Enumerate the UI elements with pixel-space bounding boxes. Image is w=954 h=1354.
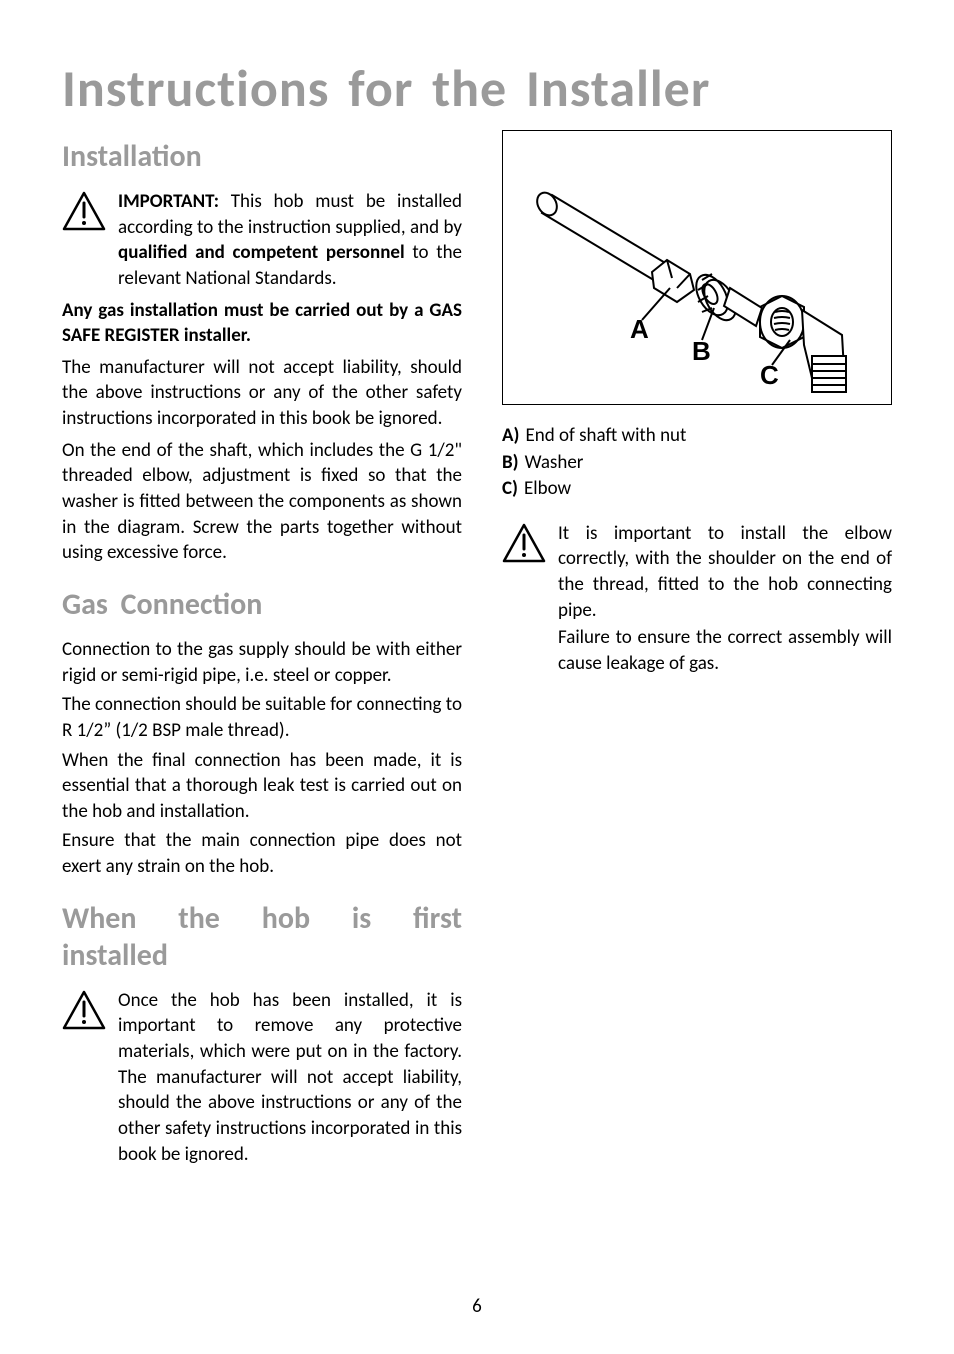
svg-text:B: B [692,336,711,366]
warning-icon [62,191,106,231]
when-installed-heading: When the hob is first installed [62,900,462,974]
gas-p4: Ensure that the main connection pipe doe… [62,828,462,879]
page-title: Instructions for the Installer [62,56,892,120]
gas-p3: When the final connection has been made,… [62,748,462,825]
warning-icon [62,990,106,1030]
legend-text-a: End of shaft with nut [525,423,686,450]
page-number: 6 [472,1295,482,1318]
left-column: Installation IMPORTANT: This hob must be… [62,130,462,1173]
svg-text:A: A [630,314,649,344]
gas-p1: Connection to the gas supply should be w… [62,637,462,688]
legend-row-a: A) End of shaft with nut [502,423,892,450]
installation-p1: The manufacturer will not accept liabili… [62,355,462,432]
warning-icon [502,523,546,563]
diagram-box: A B C [502,130,892,405]
right-column: A B C A) End of shaft with nut B) Washer… [502,130,892,1173]
installation-p2: On the end of the shaft, which includes … [62,438,462,566]
when-installed-block: Once the hob has been installed, it is i… [62,988,462,1167]
important-block: IMPORTANT: This hob must be installed ac… [62,189,462,292]
right-warning-block: It is important to install the elbow cor… [502,521,892,677]
svg-text:C: C [760,360,779,390]
when-installed-p1: Once the hob has been installed, it is i… [118,988,462,1167]
right-warning-p2: Failure to ensure the correct assembly w… [558,625,892,676]
installation-heading: Installation [62,138,462,175]
gas-safe-line: Any gas installation must be carried out… [62,298,462,349]
gas-p2: The connection should be suitable for co… [62,692,462,743]
legend-text-c: Elbow [524,476,571,503]
gas-connection-heading: Gas Connection [62,586,462,623]
important-text: IMPORTANT: This hob must be installed ac… [118,189,462,292]
right-warning-p1: It is important to install the elbow cor… [558,521,892,624]
columns-container: Installation IMPORTANT: This hob must be… [62,130,892,1173]
important-label: IMPORTANT: [118,190,219,213]
legend-text-b: Washer [525,450,584,477]
legend-row-b: B) Washer [502,450,892,477]
legend-key-c: C) [502,476,518,503]
legend-key-b: B) [502,450,519,477]
important-bold: qualified and competent personnel [118,241,405,264]
legend-row-c: C) Elbow [502,476,892,503]
connection-diagram: A B C [512,140,882,395]
diagram-legend: A) End of shaft with nut B) Washer C) El… [502,423,892,503]
legend-key-a: A) [502,423,519,450]
